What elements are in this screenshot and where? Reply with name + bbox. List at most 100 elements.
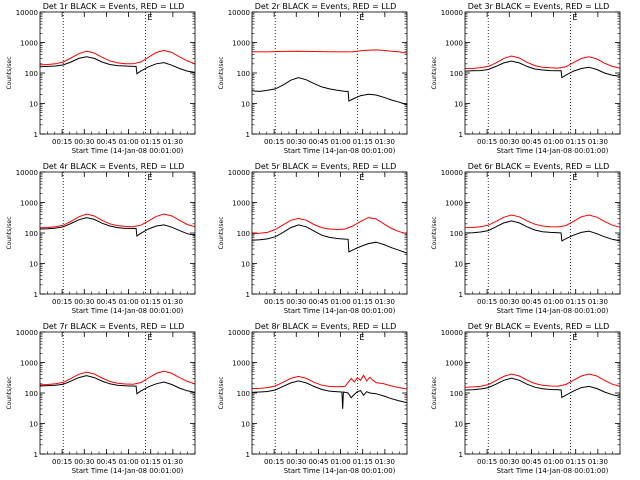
corner-marker: E [359, 333, 364, 342]
x-tick-label: 01:00 [543, 138, 563, 146]
panel-title: Det 3r BLACK = Events, RED = LLD [468, 2, 610, 11]
y-tick-label: 1 [246, 291, 250, 299]
x-tick-label: 00:15 [264, 138, 284, 146]
x-tick-label: 01:00 [330, 298, 350, 306]
x-tick-label: 01:15 [353, 138, 373, 146]
y-axis-label: Counts/sec [431, 376, 438, 409]
series-line-lld [251, 49, 408, 54]
x-tick-label: 00:45 [308, 298, 328, 306]
detector-panel: Det 1r BLACK = Events, RED = LLD Counts/s… [6, 2, 196, 155]
series-line-events [464, 377, 621, 399]
plot-frame [39, 11, 196, 135]
series-line-events [464, 60, 621, 79]
corner-marker: E [572, 13, 577, 22]
x-axis-label: Start Time (14-Jan-08 00:01:00) [284, 147, 396, 155]
detector-panel: Det 3r BLACK = Events, RED = LLD Counts/s… [431, 2, 621, 155]
y-tick-label: 10 [454, 421, 463, 429]
x-axis-label: Start Time (14-Jan-08 00:01:00) [72, 467, 184, 475]
y-tick-label: 10 [241, 261, 250, 269]
corner-marker: E [572, 333, 577, 342]
x-tick-label: 00:30 [286, 458, 306, 466]
x-tick-label: 00:15 [52, 458, 72, 466]
detector-panel: Det 8r BLACK = Events, RED = LLD Counts/s… [218, 322, 408, 475]
x-tick-label: 01:15 [566, 458, 586, 466]
x-tick-label: 01:00 [330, 458, 350, 466]
x-tick-label: 00:45 [308, 138, 328, 146]
series-line-lld [464, 55, 621, 69]
y-axis-label: Counts/sec [6, 56, 13, 89]
detector-panel: Det 5r BLACK = Events, RED = LLD Counts/s… [218, 162, 408, 315]
series-line-lld [464, 214, 621, 229]
y-tick-label: 10 [241, 101, 250, 109]
x-tick-label: 01:30 [588, 138, 608, 146]
x-tick-label: 00:15 [477, 298, 497, 306]
x-tick-label: 00:15 [264, 458, 284, 466]
y-tick-label: 1 [34, 291, 38, 299]
y-tick-label: 10000 [16, 9, 38, 17]
detector-panel: Det 9r BLACK = Events, RED = LLD Counts/s… [431, 322, 621, 475]
plot-frame [251, 331, 408, 455]
x-tick-label: 01:15 [141, 458, 161, 466]
series-line-events [39, 56, 196, 75]
panel-title: Det 9r BLACK = Events, RED = LLD [468, 322, 610, 331]
y-axis-label: Counts/sec [6, 376, 13, 409]
series-line-lld [39, 370, 196, 386]
y-tick-label: 100 [25, 230, 38, 238]
x-tick-label: 00:30 [74, 458, 94, 466]
y-tick-label: 100 [237, 230, 250, 238]
x-tick-label: 00:45 [521, 138, 541, 146]
y-tick-label: 1000 [232, 200, 250, 208]
corner-marker: E [147, 333, 152, 342]
y-tick-label: 100 [237, 70, 250, 78]
y-tick-label: 100 [450, 390, 463, 398]
x-tick-label: 01:30 [375, 138, 395, 146]
detector-panel: Det 2r BLACK = Events, RED = LLD Counts/s… [218, 2, 408, 155]
y-tick-label: 1 [459, 131, 463, 139]
corner-marker: E [359, 173, 364, 182]
x-tick-label: 00:15 [264, 298, 284, 306]
y-tick-label: 1000 [445, 200, 463, 208]
y-tick-label: 10000 [16, 169, 38, 177]
series-line-events [464, 220, 621, 242]
x-tick-label: 01:00 [118, 458, 138, 466]
plot-frame [464, 171, 621, 295]
x-tick-label: 01:00 [330, 138, 350, 146]
plot-frame [464, 331, 621, 455]
x-tick-label: 00:45 [96, 138, 116, 146]
x-tick-label: 01:15 [353, 298, 373, 306]
y-tick-label: 1 [459, 451, 463, 459]
y-tick-label: 10000 [16, 329, 38, 337]
corner-marker: E [359, 13, 364, 22]
series-line-lld [39, 213, 196, 229]
corner-marker: E [147, 13, 152, 22]
corner-marker: E [572, 173, 577, 182]
panel-title: Det 5r BLACK = Events, RED = LLD [255, 162, 397, 171]
y-tick-label: 10 [29, 261, 38, 269]
panel-title: Det 6r BLACK = Events, RED = LLD [468, 162, 610, 171]
plot-frame [251, 171, 408, 295]
series-line-events [251, 224, 408, 254]
x-tick-label: 00:30 [499, 458, 519, 466]
y-tick-label: 10 [454, 101, 463, 109]
y-tick-label: 1 [246, 131, 250, 139]
corner-marker: E [147, 173, 152, 182]
panel-title: Det 1r BLACK = Events, RED = LLD [43, 2, 185, 11]
x-tick-label: 00:45 [308, 458, 328, 466]
y-tick-label: 10000 [441, 329, 463, 337]
x-tick-label: 00:30 [499, 138, 519, 146]
series-line-lld [39, 49, 196, 66]
x-tick-label: 00:30 [499, 298, 519, 306]
plot-frame [251, 11, 408, 135]
x-tick-label: 00:30 [286, 138, 306, 146]
y-axis-label: Counts/sec [431, 216, 438, 249]
detector-panel: Det 4r BLACK = Events, RED = LLD Counts/s… [6, 162, 196, 315]
x-axis-label: Start Time (14-Jan-08 00:01:00) [497, 147, 609, 155]
series-line-events [39, 375, 196, 395]
y-axis-label: Counts/sec [218, 376, 225, 409]
y-tick-label: 10000 [228, 329, 250, 337]
x-axis-label: Start Time (14-Jan-08 00:01:00) [497, 307, 609, 315]
x-axis-label: Start Time (14-Jan-08 00:01:00) [284, 307, 396, 315]
panel-title: Det 7r BLACK = Events, RED = LLD [43, 322, 185, 331]
series-line-events [39, 217, 196, 237]
y-axis-label: Counts/sec [218, 216, 225, 249]
